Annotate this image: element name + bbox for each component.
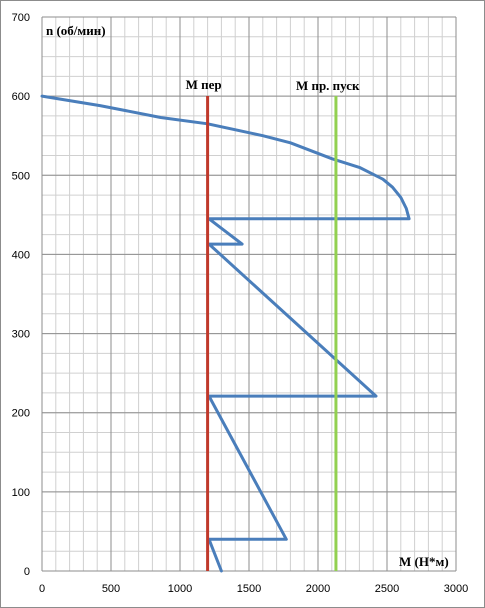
grid-major (41, 16, 457, 572)
series-label-m-pusk: М пр. пуск (296, 78, 360, 93)
x-tick-label: 2500 (375, 583, 399, 595)
y-axis-label: n (об/мин) (46, 23, 106, 38)
series-curve-speed-torque (40, 94, 411, 573)
x-tick-label: 2000 (306, 583, 330, 595)
y-tick-label: 600 (12, 91, 30, 103)
y-tick-label: 700 (12, 12, 30, 24)
series (40, 94, 411, 573)
x-tick-label: 1500 (237, 583, 261, 595)
x-tick-label: 0 (39, 583, 45, 595)
x-tick-label: 500 (102, 583, 120, 595)
x-axis-label: М (Н*м) (399, 554, 449, 569)
y-tick-label: 0 (24, 566, 30, 578)
annotations: n (об/мин) М (Н*м) М пер М пр. пуск (46, 23, 449, 569)
y-tick-label: 200 (12, 408, 30, 420)
y-tick-label: 300 (12, 329, 30, 341)
x-tick-labels: 0 500 1000 1500 2000 2500 3000 (39, 583, 468, 595)
y-tick-labels: 0 100 200 300 400 500 600 700 (12, 12, 30, 578)
x-tick-label: 1000 (168, 583, 192, 595)
y-tick-label: 500 (12, 170, 30, 182)
y-tick-label: 100 (12, 487, 30, 499)
y-tick-label: 400 (12, 249, 30, 261)
series-label-m-per: М пер (186, 77, 222, 92)
x-tick-label: 3000 (444, 583, 468, 595)
